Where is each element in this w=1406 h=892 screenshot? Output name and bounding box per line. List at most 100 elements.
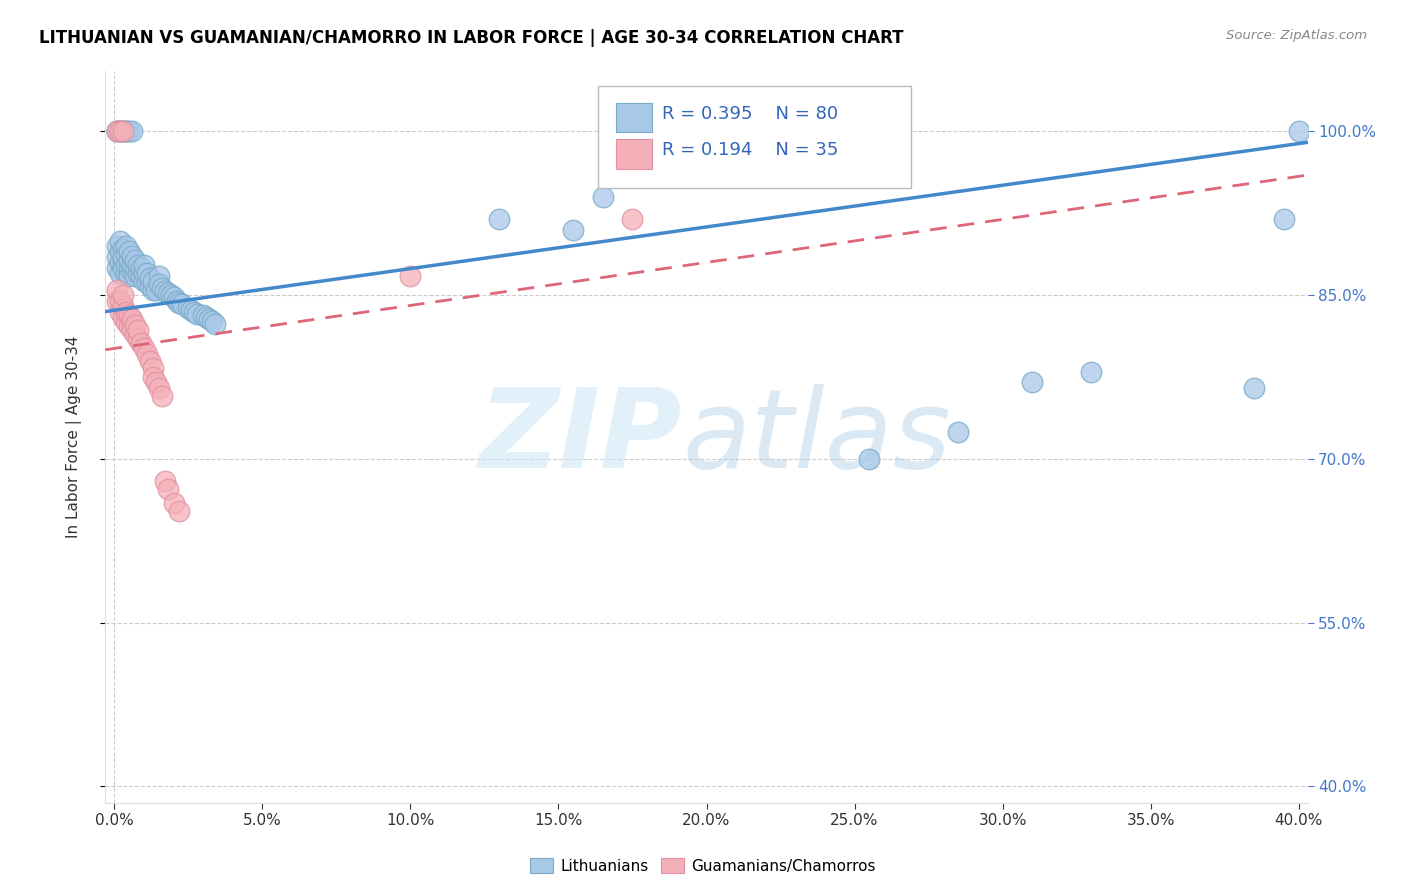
Point: [121, 258, 143, 272]
Point: [592, 190, 614, 204]
Y-axis label: In Labor Force | Age 30-34: In Labor Force | Age 30-34: [66, 335, 82, 539]
Point: [159, 288, 181, 302]
Point: [132, 341, 155, 355]
Point: [115, 304, 138, 318]
Point: [195, 310, 218, 324]
Point: [148, 277, 170, 292]
Point: [142, 361, 165, 376]
Point: [112, 260, 135, 275]
Point: [105, 293, 128, 308]
Point: [145, 283, 167, 297]
Point: [115, 124, 138, 138]
Point: [121, 264, 143, 278]
Point: [124, 327, 146, 342]
Text: R = 0.395    N = 80: R = 0.395 N = 80: [662, 104, 838, 123]
Point: [129, 268, 152, 283]
Point: [183, 304, 205, 318]
Point: [112, 242, 135, 256]
FancyBboxPatch shape: [599, 86, 911, 188]
Point: [129, 260, 152, 275]
Point: [135, 275, 157, 289]
Point: [1021, 376, 1043, 390]
Point: [135, 266, 157, 280]
Point: [124, 268, 146, 283]
Point: [110, 234, 132, 248]
Point: [139, 270, 162, 285]
Point: [112, 310, 135, 324]
Point: [118, 124, 141, 138]
Point: [139, 353, 162, 368]
Point: [124, 318, 146, 332]
Point: [145, 376, 167, 390]
Point: [112, 299, 135, 313]
Legend: Lithuanians, Guamanians/Chamorros: Lithuanians, Guamanians/Chamorros: [524, 852, 882, 880]
Point: [124, 253, 146, 268]
Point: [115, 258, 138, 272]
Point: [112, 124, 135, 138]
Point: [112, 253, 135, 268]
Point: [621, 211, 644, 226]
Point: [186, 307, 208, 321]
Point: [118, 268, 141, 283]
Point: [153, 474, 176, 488]
Point: [166, 293, 188, 308]
Point: [115, 124, 138, 138]
Point: [105, 239, 128, 253]
Point: [112, 250, 135, 264]
Point: [129, 336, 152, 351]
Point: [198, 312, 221, 326]
Point: [132, 274, 155, 288]
Point: [204, 317, 226, 331]
Point: [142, 370, 165, 384]
Point: [142, 274, 165, 288]
Point: [153, 284, 176, 298]
Text: R = 0.194    N = 35: R = 0.194 N = 35: [662, 141, 838, 160]
Point: [169, 295, 191, 310]
Point: [118, 260, 141, 275]
Point: [135, 347, 157, 361]
Point: [127, 258, 149, 272]
Point: [105, 124, 128, 138]
Point: [948, 425, 970, 439]
Point: [1288, 124, 1310, 138]
Point: [142, 283, 165, 297]
FancyBboxPatch shape: [616, 139, 652, 169]
Point: [562, 222, 585, 236]
Point: [115, 246, 138, 260]
Point: [148, 381, 170, 395]
Point: [118, 308, 141, 322]
Point: [201, 314, 224, 328]
Point: [150, 280, 173, 294]
Point: [118, 253, 141, 268]
Point: [118, 244, 141, 259]
Point: [132, 266, 155, 280]
Point: [110, 124, 132, 138]
Point: [112, 124, 135, 138]
Point: [121, 312, 143, 326]
Point: [1272, 211, 1295, 226]
Point: [858, 451, 880, 466]
Text: atlas: atlas: [682, 384, 950, 491]
Point: [105, 283, 128, 297]
Point: [127, 323, 149, 337]
Point: [112, 288, 135, 302]
Point: [110, 255, 132, 269]
Point: [169, 504, 191, 518]
Point: [112, 260, 135, 275]
Point: [150, 388, 173, 402]
Point: [1243, 381, 1265, 395]
Point: [124, 260, 146, 275]
Point: [127, 266, 149, 280]
Point: [148, 268, 170, 283]
Point: [162, 290, 184, 304]
Point: [488, 211, 510, 226]
Point: [105, 124, 128, 138]
Point: [110, 124, 132, 138]
Point: [110, 266, 132, 280]
Point: [156, 285, 179, 300]
Point: [180, 303, 202, 318]
Point: [112, 124, 135, 138]
Point: [121, 323, 143, 337]
FancyBboxPatch shape: [616, 103, 652, 132]
Point: [115, 239, 138, 253]
